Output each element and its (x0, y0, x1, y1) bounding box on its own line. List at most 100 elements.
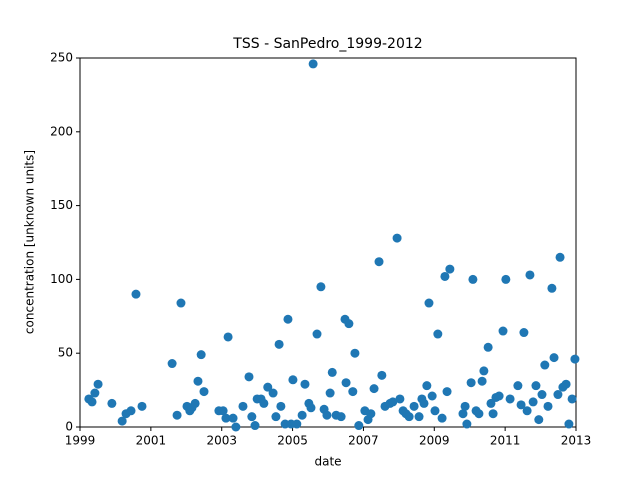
point (540, 360, 550, 370)
point (244, 372, 254, 382)
x-tick-label: 2011 (490, 434, 521, 448)
point (374, 257, 384, 267)
point (430, 406, 440, 416)
point (93, 379, 103, 389)
point (172, 410, 182, 420)
point (193, 376, 203, 386)
point (570, 354, 580, 364)
point (513, 381, 523, 391)
point (474, 409, 484, 419)
x-tick-label: 2001 (136, 434, 167, 448)
point (377, 370, 387, 380)
point (409, 401, 419, 411)
point (366, 409, 376, 419)
point (501, 274, 511, 284)
point (369, 384, 379, 394)
point (462, 419, 472, 429)
point (531, 381, 541, 391)
point (522, 406, 532, 416)
point (516, 400, 526, 410)
point (228, 413, 238, 423)
point (268, 388, 278, 398)
point (440, 271, 450, 281)
point (419, 398, 429, 408)
point (564, 419, 574, 429)
point (190, 398, 200, 408)
point (567, 394, 577, 404)
point (534, 415, 544, 425)
point (90, 388, 100, 398)
point (218, 406, 228, 416)
y-tick-label: 150 (50, 198, 73, 212)
point (231, 422, 241, 432)
point (392, 233, 402, 243)
x-tick-label: 2013 (561, 434, 592, 448)
point (433, 329, 443, 339)
point (350, 348, 360, 358)
point (561, 379, 571, 389)
point (525, 270, 535, 280)
point (167, 359, 177, 369)
y-tick-label: 250 (50, 51, 73, 65)
point (87, 397, 97, 407)
point (271, 412, 281, 422)
point (422, 381, 432, 391)
point (199, 387, 209, 397)
point (547, 283, 557, 293)
y-tick-label: 50 (58, 346, 73, 360)
point (312, 329, 322, 339)
point (519, 328, 529, 338)
point (288, 375, 298, 385)
point (348, 387, 358, 397)
point (537, 390, 547, 400)
point (427, 391, 437, 401)
point (117, 416, 127, 426)
y-tick-label: 100 (50, 272, 73, 286)
point (274, 339, 284, 349)
point (477, 376, 487, 386)
point (137, 401, 147, 411)
point (322, 410, 332, 420)
point (466, 378, 476, 388)
point (553, 390, 563, 400)
point (344, 319, 354, 329)
point (176, 298, 186, 308)
point (555, 252, 565, 262)
point (404, 412, 414, 422)
point (223, 332, 233, 342)
point (107, 398, 117, 408)
point (488, 409, 498, 419)
point (388, 397, 398, 407)
x-tick-label: 2003 (206, 434, 237, 448)
point (498, 326, 508, 336)
point (543, 401, 553, 411)
point (325, 388, 335, 398)
point (250, 421, 260, 431)
point (549, 353, 559, 363)
point (297, 410, 307, 420)
point (442, 387, 452, 397)
point (354, 421, 364, 431)
y-tick-label: 200 (50, 124, 73, 138)
x-tick-label: 1999 (65, 434, 96, 448)
point (479, 366, 489, 376)
point (126, 406, 136, 416)
point (486, 398, 496, 408)
x-tick-label: 2007 (348, 434, 379, 448)
x-tick-label: 2005 (277, 434, 308, 448)
point (247, 412, 257, 422)
point (341, 378, 351, 388)
point (424, 298, 434, 308)
point (131, 289, 141, 299)
point (395, 394, 405, 404)
point (336, 412, 346, 422)
point (458, 409, 468, 419)
point (259, 398, 269, 408)
y-tick-label: 0 (65, 420, 73, 434)
point (327, 367, 337, 377)
x-tick-label: 2009 (419, 434, 450, 448)
chart-title: TSS - SanPedro_1999-2012 (232, 36, 422, 52)
point (460, 401, 470, 411)
point (414, 412, 424, 422)
point (196, 350, 206, 360)
